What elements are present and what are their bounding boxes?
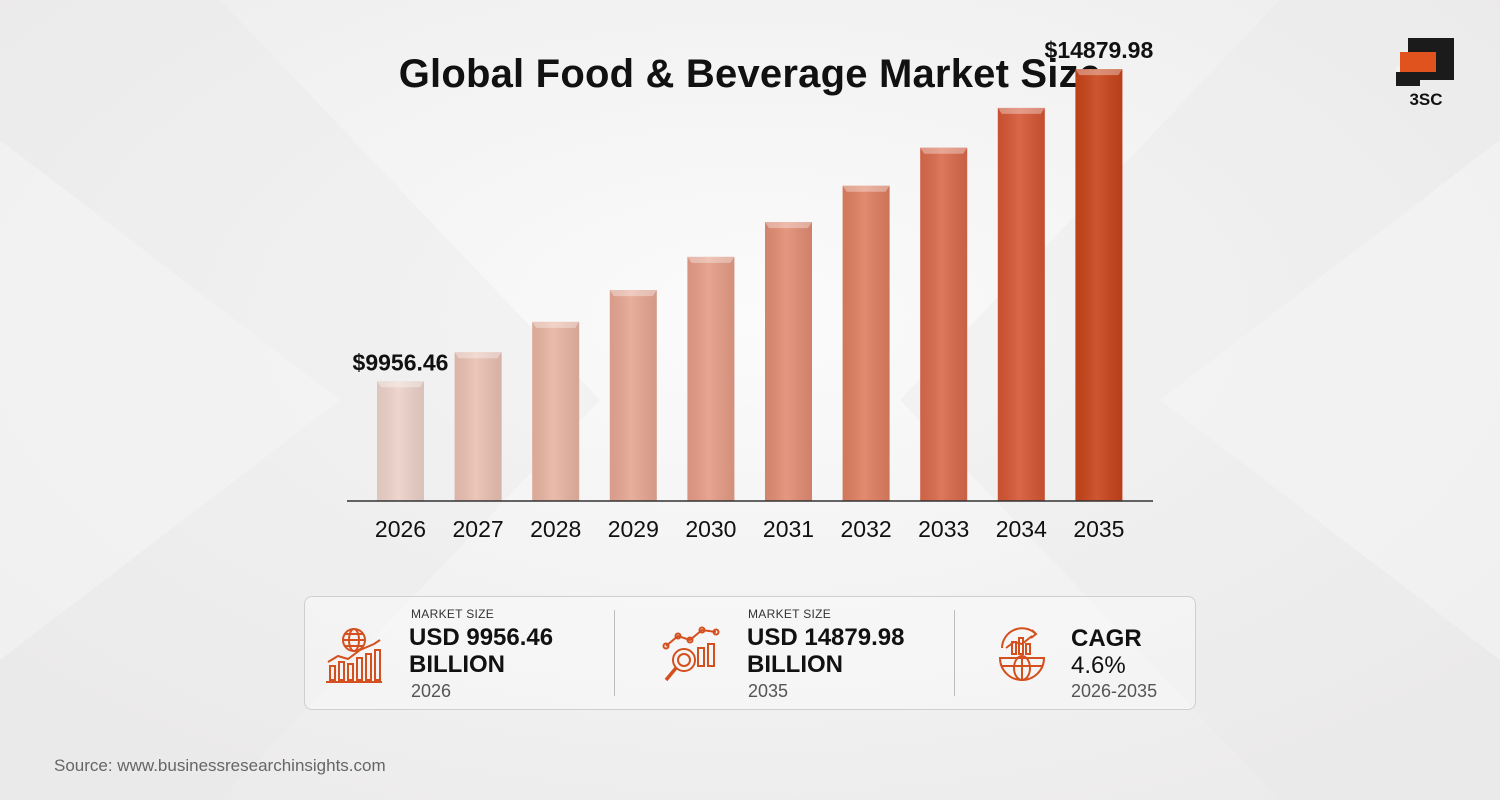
x-tick-label: 2026 <box>375 516 426 542</box>
bar-shading <box>377 381 424 501</box>
stats-panel <box>304 596 1196 710</box>
cagr-label: CAGR <box>1071 625 1142 652</box>
analytics-magnifier-icon <box>662 626 720 682</box>
stat-value: USD 9956.46 <box>409 624 554 651</box>
x-tick-label: 2035 <box>1073 516 1124 542</box>
brand-logo-text: 3SC <box>1409 90 1443 109</box>
data-label: $14879.98 <box>1045 37 1154 63</box>
stats-divider <box>954 610 955 696</box>
bar-top-bevel <box>609 290 657 297</box>
x-tick-label: 2032 <box>841 516 892 542</box>
cagr-period: 2026-2035 <box>1071 681 1158 701</box>
bar-top-bevel <box>687 256 735 263</box>
chart-title: Global Food & Beverage Market Size <box>398 52 1102 96</box>
x-tick-label: 2033 <box>918 516 969 542</box>
bar-top-bevel <box>997 107 1045 114</box>
stat-label: MARKET SIZE <box>411 607 495 621</box>
bar-shading <box>609 290 657 501</box>
stats-divider <box>614 610 615 696</box>
stat-value-unit: BILLION <box>747 651 843 678</box>
brand-logo <box>1396 36 1456 112</box>
source-note: Source: www.businessresearchinsights.com <box>54 756 386 775</box>
x-tick-label: 2027 <box>453 516 504 542</box>
bar-shading <box>997 107 1045 502</box>
bar-top-bevel <box>842 185 890 192</box>
stat-year: 2035 <box>748 681 789 701</box>
stat-value: USD 14879.98 <box>747 624 905 651</box>
cagr-value: 4.6% <box>1071 652 1126 679</box>
bar-top-bevel <box>532 321 580 328</box>
x-tick-label: 2030 <box>685 516 736 542</box>
bar-top-bevel <box>765 222 812 229</box>
bar-chart: 2026 2027 2028 2029 2030 2031 2032 2033 2034 2035… <box>347 37 1154 542</box>
bar-shading <box>1075 69 1123 502</box>
stat-label: MARKET SIZE <box>748 607 832 621</box>
x-tick-label: 2028 <box>530 516 581 542</box>
bar-shading <box>454 352 502 501</box>
bar-top-bevel <box>1075 69 1123 76</box>
x-tick-label: 2034 <box>996 516 1047 542</box>
bar-shading <box>842 185 890 501</box>
data-label: $9956.46 <box>353 349 449 375</box>
bar-shading <box>687 256 735 501</box>
bar-top-bevel <box>454 352 502 359</box>
x-tick-label: 2029 <box>608 516 659 542</box>
bar-shading <box>532 321 580 501</box>
bar-shading <box>765 222 812 501</box>
globe-trend-icon <box>998 627 1046 681</box>
bar-top-bevel <box>377 381 424 388</box>
x-tick-label: 2031 <box>763 516 814 542</box>
bar-shading <box>920 147 968 501</box>
stat-value-unit: BILLION <box>409 651 505 678</box>
stat-year: 2026 <box>411 681 452 701</box>
bar-top-bevel <box>920 147 968 154</box>
globe-growth-chart-icon <box>326 628 382 683</box>
